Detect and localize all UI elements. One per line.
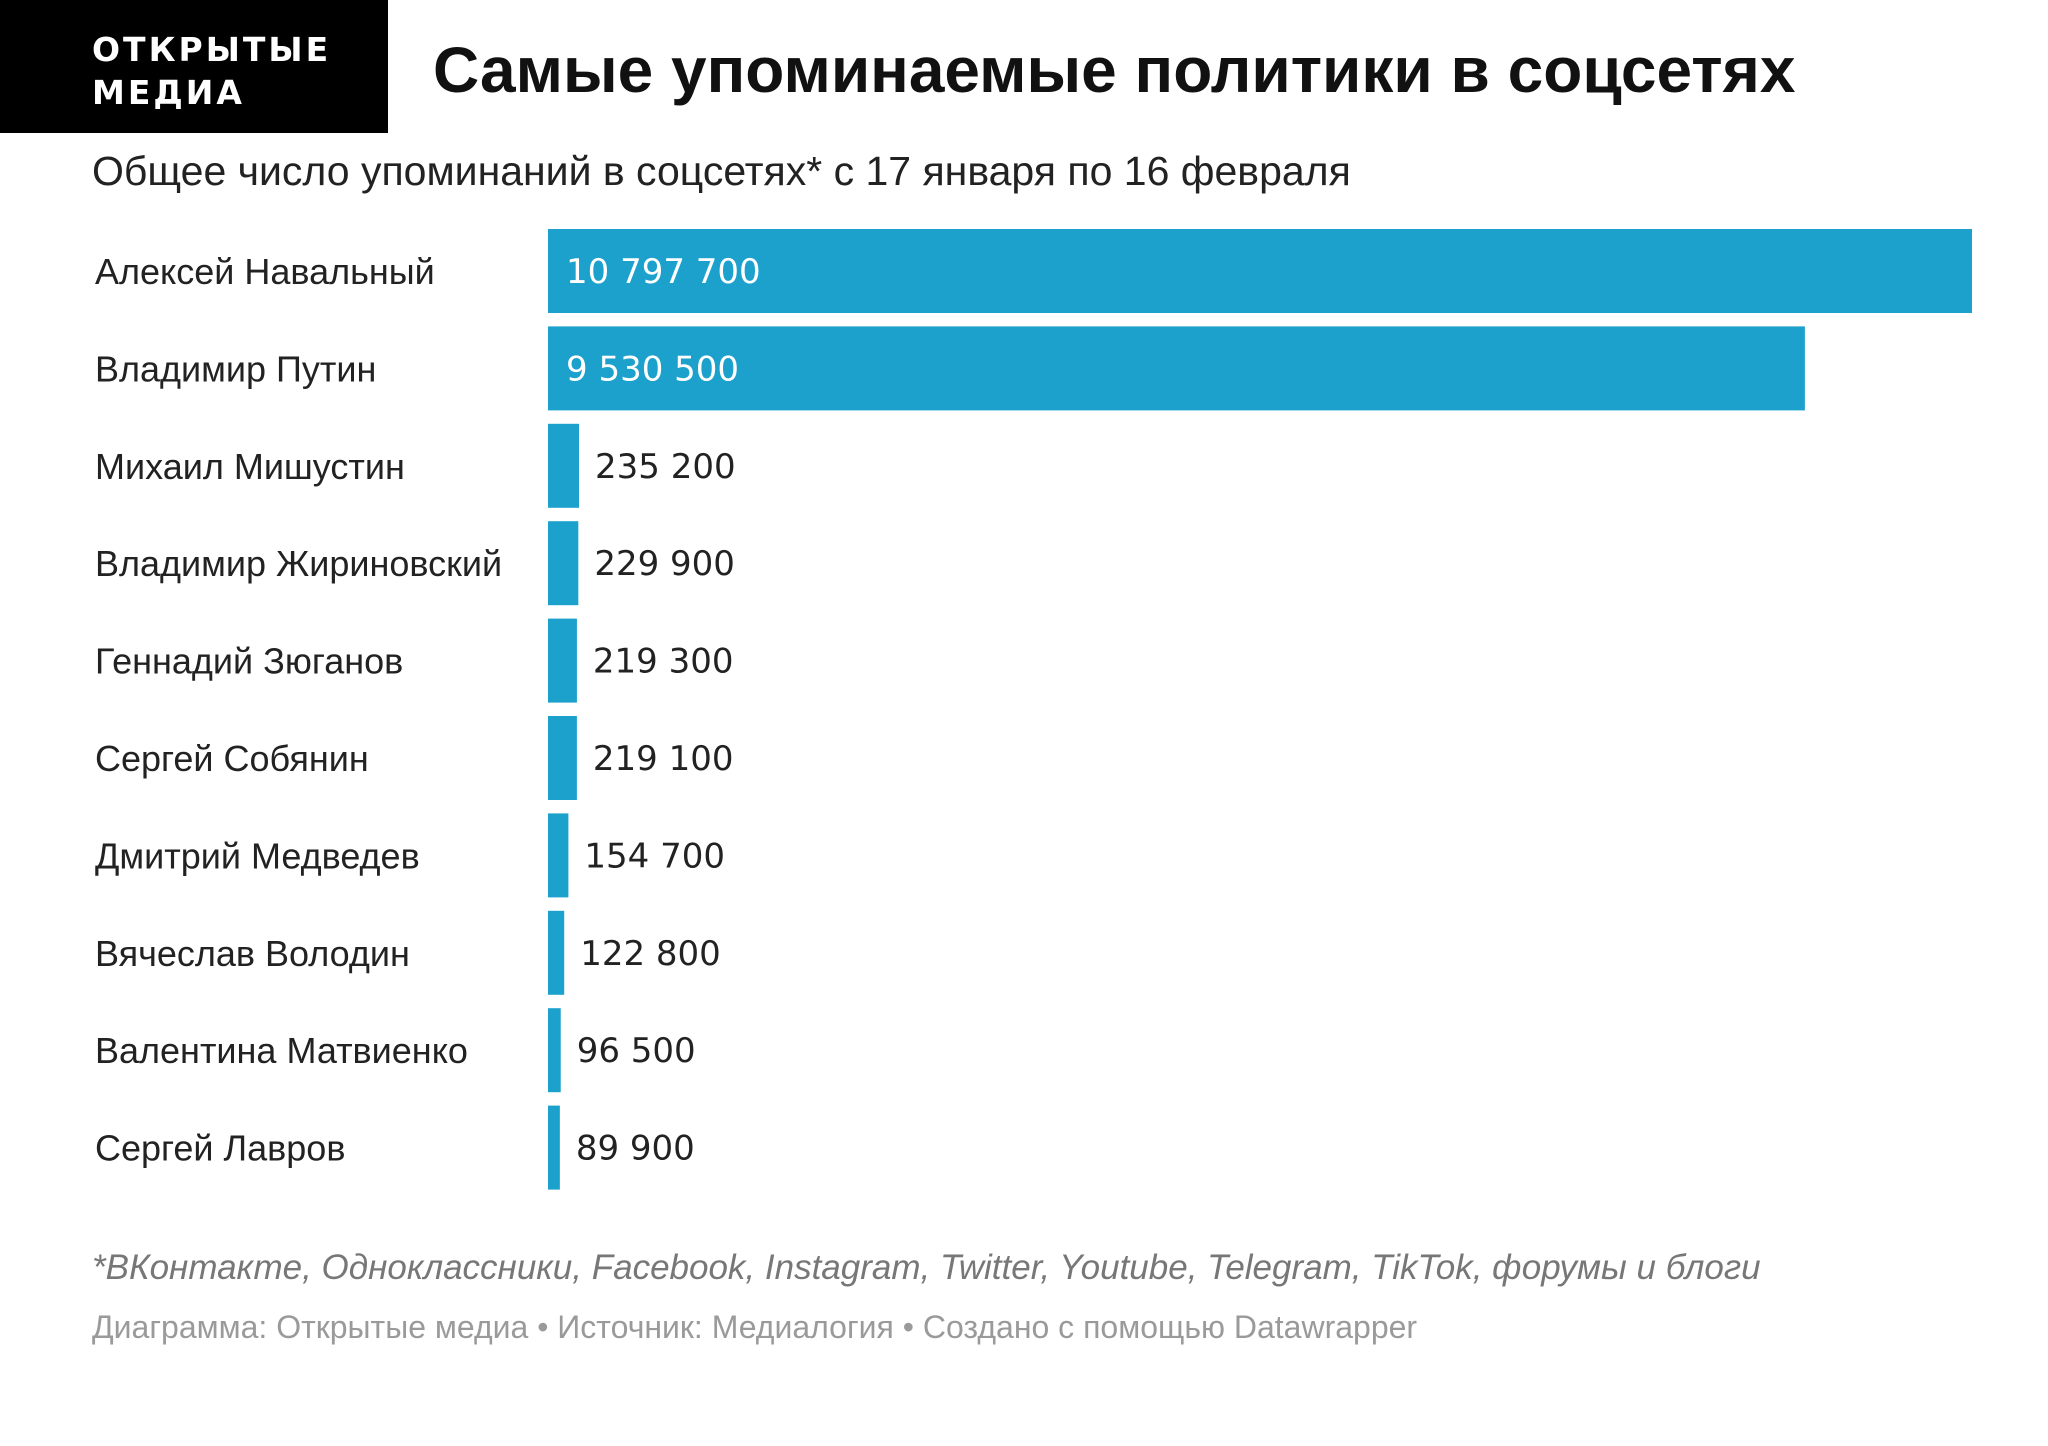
category-label: Владимир Жириновский [95, 543, 502, 584]
category-label: Вячеслав Володин [95, 933, 410, 974]
category-label: Валентина Матвиенко [95, 1030, 468, 1071]
value-label: 10 797 700 [566, 252, 761, 292]
bar [548, 423, 580, 508]
value-label: 219 100 [593, 739, 734, 779]
value-label: 89 900 [576, 1129, 695, 1169]
category-label: Геннадий Зюганов [95, 641, 403, 682]
bar [548, 1105, 560, 1190]
value-label: 96 500 [577, 1031, 696, 1071]
brand-line-2: МЕДИА [92, 73, 245, 112]
chart-title: Самые упоминаемые политики в соцсетях [433, 34, 1796, 106]
bar [548, 229, 1972, 313]
category-label: Дмитрий Медведев [95, 835, 420, 876]
category-label: Сергей Собянин [95, 738, 369, 779]
category-label: Сергей Лавров [95, 1128, 345, 1169]
category-label: Алексей Навальный [95, 251, 435, 292]
bar [548, 326, 1805, 411]
bar [548, 1008, 561, 1093]
credits-line: Диаграмма: Открытые медиа • Источник: Ме… [92, 1309, 1418, 1345]
value-label: 154 700 [584, 836, 725, 876]
value-label: 235 200 [595, 447, 736, 487]
footnote: *ВКонтакте, Одноклассники, Facebook, Ins… [92, 1248, 1761, 1287]
brand-logo: ОТКРЫТЫЕ МЕДИА [0, 0, 388, 133]
category-label: Владимир Путин [95, 348, 376, 389]
bar [548, 618, 577, 703]
value-label: 122 800 [580, 934, 721, 974]
value-label: 219 300 [593, 642, 734, 682]
bar-chart: Алексей Навальный 10 797 700 Владимир Пути… [95, 229, 1972, 1190]
bar [548, 716, 577, 800]
value-label: 9 530 500 [566, 349, 739, 389]
brand-line-1: ОТКРЫТЫЕ [92, 30, 332, 69]
category-label: Михаил Мишустин [95, 446, 405, 487]
bar [548, 910, 565, 995]
value-label: 229 900 [594, 544, 735, 584]
bar [548, 813, 569, 898]
chart-subtitle: Общее число упоминаний в соцсетях* с 17 … [92, 148, 1351, 194]
bar [548, 521, 579, 606]
